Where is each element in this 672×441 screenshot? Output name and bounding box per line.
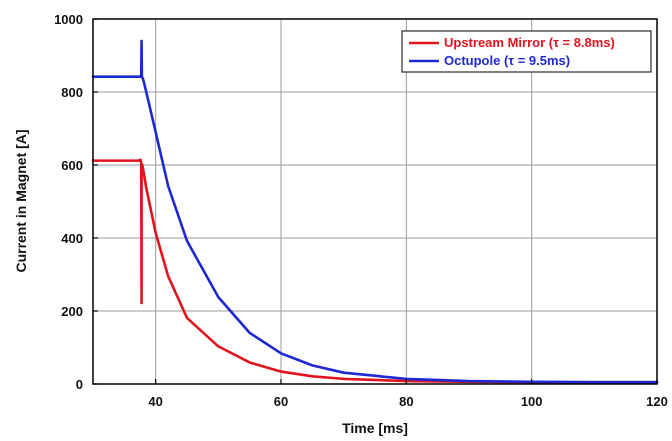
y-tick-label-400: 400 bbox=[61, 231, 83, 246]
y-tick-label-800: 800 bbox=[61, 85, 83, 100]
y-axis-label: Current in Magnet [A] bbox=[13, 129, 29, 272]
plot-frame bbox=[92, 18, 658, 385]
x-tick-label-120: 120 bbox=[646, 394, 668, 409]
series-layer bbox=[91, 39, 659, 384]
x-axis-label: Time [ms] bbox=[342, 420, 408, 436]
legend-box bbox=[401, 30, 652, 73]
plot-background bbox=[93, 19, 657, 384]
y-tick-label-600: 600 bbox=[61, 158, 83, 173]
x-tick-label-100: 100 bbox=[521, 394, 543, 409]
y-tick-label-200: 200 bbox=[61, 304, 83, 319]
x-tick-label-60: 60 bbox=[274, 394, 288, 409]
axis-ticks: 40 60 80 100 120 0 200 400 600 800 1000 bbox=[54, 12, 668, 409]
legend-label-upstream-mirror: Upstream Mirror (τ = 8.8ms) bbox=[444, 35, 615, 50]
legend-label-octupole: Octupole (τ = 9.5ms) bbox=[444, 53, 570, 68]
y-tick-label-0: 0 bbox=[76, 377, 83, 392]
y-tick-label-1000: 1000 bbox=[54, 12, 83, 27]
x-tick-label-40: 40 bbox=[148, 394, 162, 409]
x-tick-label-80: 80 bbox=[399, 394, 413, 409]
series-line-upstream-mirror bbox=[91, 158, 659, 384]
legend: Upstream Mirror (τ = 8.8ms) Octupole (τ … bbox=[401, 30, 652, 73]
series-line-octupole bbox=[91, 39, 659, 384]
